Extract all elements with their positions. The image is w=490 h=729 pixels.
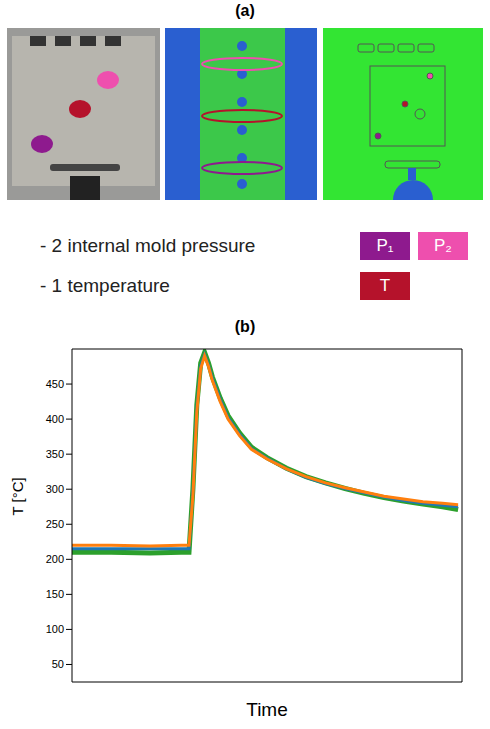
svg-text:Time: Time bbox=[246, 699, 288, 720]
svg-text:300: 300 bbox=[46, 483, 64, 495]
svg-text:400: 400 bbox=[46, 413, 64, 425]
html-text:P₁: P₁ bbox=[376, 236, 394, 255]
html-text:- 2 internal mold pressure: - 2 internal mold pressure bbox=[40, 235, 256, 256]
html-text:(b): (b) bbox=[234, 318, 256, 335]
svg-text:350: 350 bbox=[46, 448, 64, 460]
svg-text:450: 450 bbox=[46, 378, 64, 390]
svg-text:150: 150 bbox=[46, 588, 64, 600]
svg-text:250: 250 bbox=[46, 518, 64, 530]
svg-text:100: 100 bbox=[46, 623, 64, 635]
svg-text:50: 50 bbox=[52, 658, 64, 670]
html-text:P₂: P₂ bbox=[434, 236, 452, 255]
svg-text:200: 200 bbox=[46, 553, 64, 565]
html-text:(a): (a) bbox=[235, 2, 255, 19]
svg-text:T [°C]: T [°C] bbox=[9, 477, 26, 515]
html-text:- 1 temperature: - 1 temperature bbox=[40, 275, 170, 296]
html-text:T: T bbox=[379, 276, 391, 295]
